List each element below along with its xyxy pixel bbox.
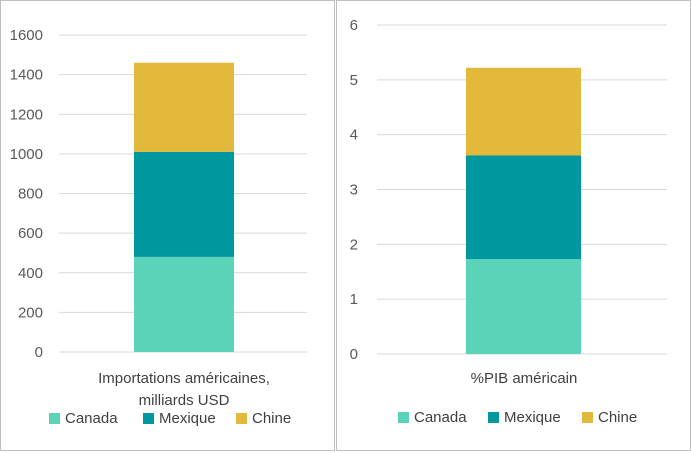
y-tick-label: 1: [350, 291, 358, 308]
chart-gdp-share-svg: 0 1 2 3 4 5 6 %PIB américain Canada Mexique Chine: [350, 17, 667, 426]
y-tick-label: 0: [350, 346, 358, 363]
bar-canada: [134, 256, 234, 352]
y-tick-label: 200: [18, 304, 43, 321]
legend-swatch-canada: [398, 412, 409, 423]
x-category-label: Importations américaines,: [98, 370, 270, 387]
y-tick-label: 5: [350, 72, 358, 89]
bar-canada: [466, 259, 581, 354]
legend-swatch-mexique: [488, 412, 499, 423]
y-tick-label: 3: [350, 182, 358, 199]
y-tick-label: 1400: [10, 67, 43, 84]
y-tick-label: 0: [35, 344, 43, 361]
legend-label-mexique: Mexique: [159, 410, 216, 427]
legend-swatch-mexique: [143, 413, 154, 424]
y-tick-label: 400: [18, 265, 43, 282]
bar-chine: [134, 62, 234, 152]
y-tick-label: 2: [350, 236, 358, 253]
y-tick-label: 4: [350, 127, 358, 144]
x-category-label: %PIB américain: [471, 370, 578, 387]
legend-label-canada: Canada: [414, 409, 467, 426]
legend-label-mexique: Mexique: [504, 409, 561, 426]
bar-mexique: [134, 151, 234, 257]
legend-swatch-chine: [582, 412, 593, 423]
chart-imports-svg: 0 200 400 600 800 1000 1200 1400 1600 Importation…: [10, 27, 307, 427]
legend-swatch-chine: [236, 413, 247, 424]
y-tick-label: 1600: [10, 27, 43, 44]
bar-chine: [466, 67, 581, 156]
chart-panel-imports: 0 200 400 600 800 1000 1200 1400 1600 Importation…: [0, 0, 335, 451]
legend-swatch-canada: [49, 413, 60, 424]
y-tick-label: 800: [18, 186, 43, 203]
legend-label-chine: Chine: [252, 410, 291, 427]
legend-label-canada: Canada: [65, 410, 118, 427]
x-category-label: milliards USD: [139, 392, 230, 409]
y-tick-label: 600: [18, 225, 43, 242]
bar-mexique: [466, 155, 581, 260]
legend-label-chine: Chine: [598, 409, 637, 426]
y-tick-label: 6: [350, 17, 358, 34]
y-tick-label: 1000: [10, 146, 43, 163]
chart-panel-gdp-share: 0 1 2 3 4 5 6 %PIB américain Canada Mexique Chine: [336, 0, 691, 451]
y-tick-label: 1200: [10, 106, 43, 123]
